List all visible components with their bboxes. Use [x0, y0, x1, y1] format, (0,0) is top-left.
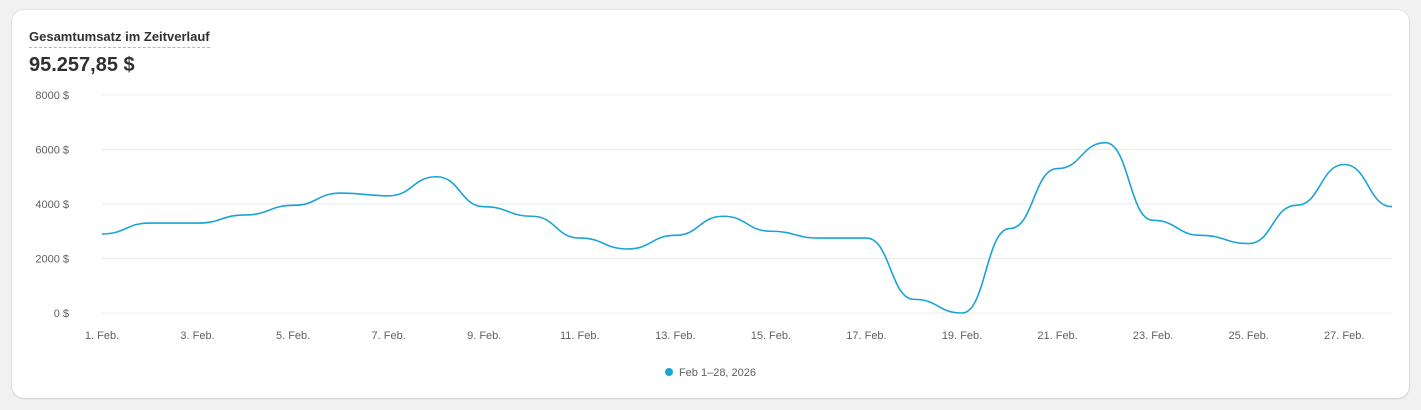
data-point[interactable]	[1290, 199, 1302, 211]
data-point[interactable]	[192, 217, 204, 229]
legend-label: Feb 1–28, 2026	[678, 367, 757, 379]
x-tick-label: 3. Feb.	[180, 330, 214, 342]
data-point[interactable]	[1386, 201, 1398, 213]
data-point[interactable]	[813, 232, 825, 244]
y-tick-label: 4000 $	[35, 199, 69, 211]
legend-marker-icon	[664, 368, 673, 376]
data-point[interactable]	[860, 232, 872, 244]
sales-over-time-card: Gesamtumsatz im Zeitverlauf 95.257,85 $ …	[12, 10, 1409, 398]
data-point[interactable]	[1338, 158, 1350, 170]
data-point[interactable]	[287, 199, 299, 211]
data-point[interactable]	[526, 210, 538, 222]
data-point[interactable]	[430, 171, 442, 183]
data-point[interactable]	[669, 229, 681, 241]
y-tick-label: 0 $	[54, 308, 69, 320]
y-tick-label: 2000 $	[35, 254, 69, 266]
y-tick-label: 6000 $	[35, 145, 69, 157]
x-axis-ticks: 1. Feb. 3. Feb. 5. Feb. 7. Feb. 9. Feb. 11. F…	[85, 330, 1365, 342]
data-point[interactable]	[335, 187, 347, 199]
line-chart: 0 $ 2000 $ 4000 $ 6000 $ 8000 $ 1. Feb. 3. Fe…	[35, 90, 1398, 342]
data-point[interactable]	[96, 228, 108, 240]
data-point[interactable]	[239, 209, 251, 221]
data-point[interactable]	[383, 190, 395, 202]
series-line[interactable]	[101, 141, 1393, 314]
x-tick-label: 15. Feb.	[751, 330, 791, 342]
data-point[interactable]	[765, 225, 777, 237]
x-tick-label: 27. Feb.	[1324, 330, 1364, 342]
x-tick-label: 25. Feb.	[1228, 330, 1268, 342]
gridlines	[102, 94, 1392, 314]
x-tick-label: 9. Feb.	[467, 330, 501, 342]
data-point[interactable]	[144, 217, 156, 229]
data-point[interactable]	[478, 201, 490, 213]
x-tick-label: 17. Feb.	[846, 330, 886, 342]
x-tick-label: 7. Feb.	[372, 330, 406, 342]
x-tick-label: 11. Feb.	[560, 330, 600, 342]
legend[interactable]: Feb 1–28, 2026	[12, 366, 1409, 380]
x-tick-label: 1. Feb.	[85, 330, 119, 342]
data-point[interactable]	[1004, 223, 1016, 235]
y-axis-ticks: 0 $ 2000 $ 4000 $ 6000 $ 8000 $	[35, 90, 69, 320]
x-tick-label: 13. Feb.	[655, 330, 695, 342]
data-point[interactable]	[717, 210, 729, 222]
data-point[interactable]	[574, 232, 586, 244]
x-tick-label: 21. Feb.	[1037, 330, 1077, 342]
data-point[interactable]	[1147, 214, 1159, 226]
data-point[interactable]	[1052, 163, 1064, 175]
data-point[interactable]	[908, 293, 920, 305]
x-tick-label: 23. Feb.	[1133, 330, 1173, 342]
data-point[interactable]	[1099, 137, 1111, 149]
x-tick-label: 19. Feb.	[942, 330, 982, 342]
x-tick-label: 5. Feb.	[276, 330, 310, 342]
card-title[interactable]: Gesamtumsatz im Zeitverlauf	[29, 29, 210, 48]
data-point[interactable]	[1243, 238, 1255, 250]
total-sales-value: 95.257,85 $	[29, 54, 135, 76]
data-point[interactable]	[1195, 229, 1207, 241]
y-tick-label: 8000 $	[35, 90, 69, 102]
data-point[interactable]	[622, 243, 634, 255]
data-point[interactable]	[956, 307, 968, 319]
series-layer	[96, 137, 1398, 319]
